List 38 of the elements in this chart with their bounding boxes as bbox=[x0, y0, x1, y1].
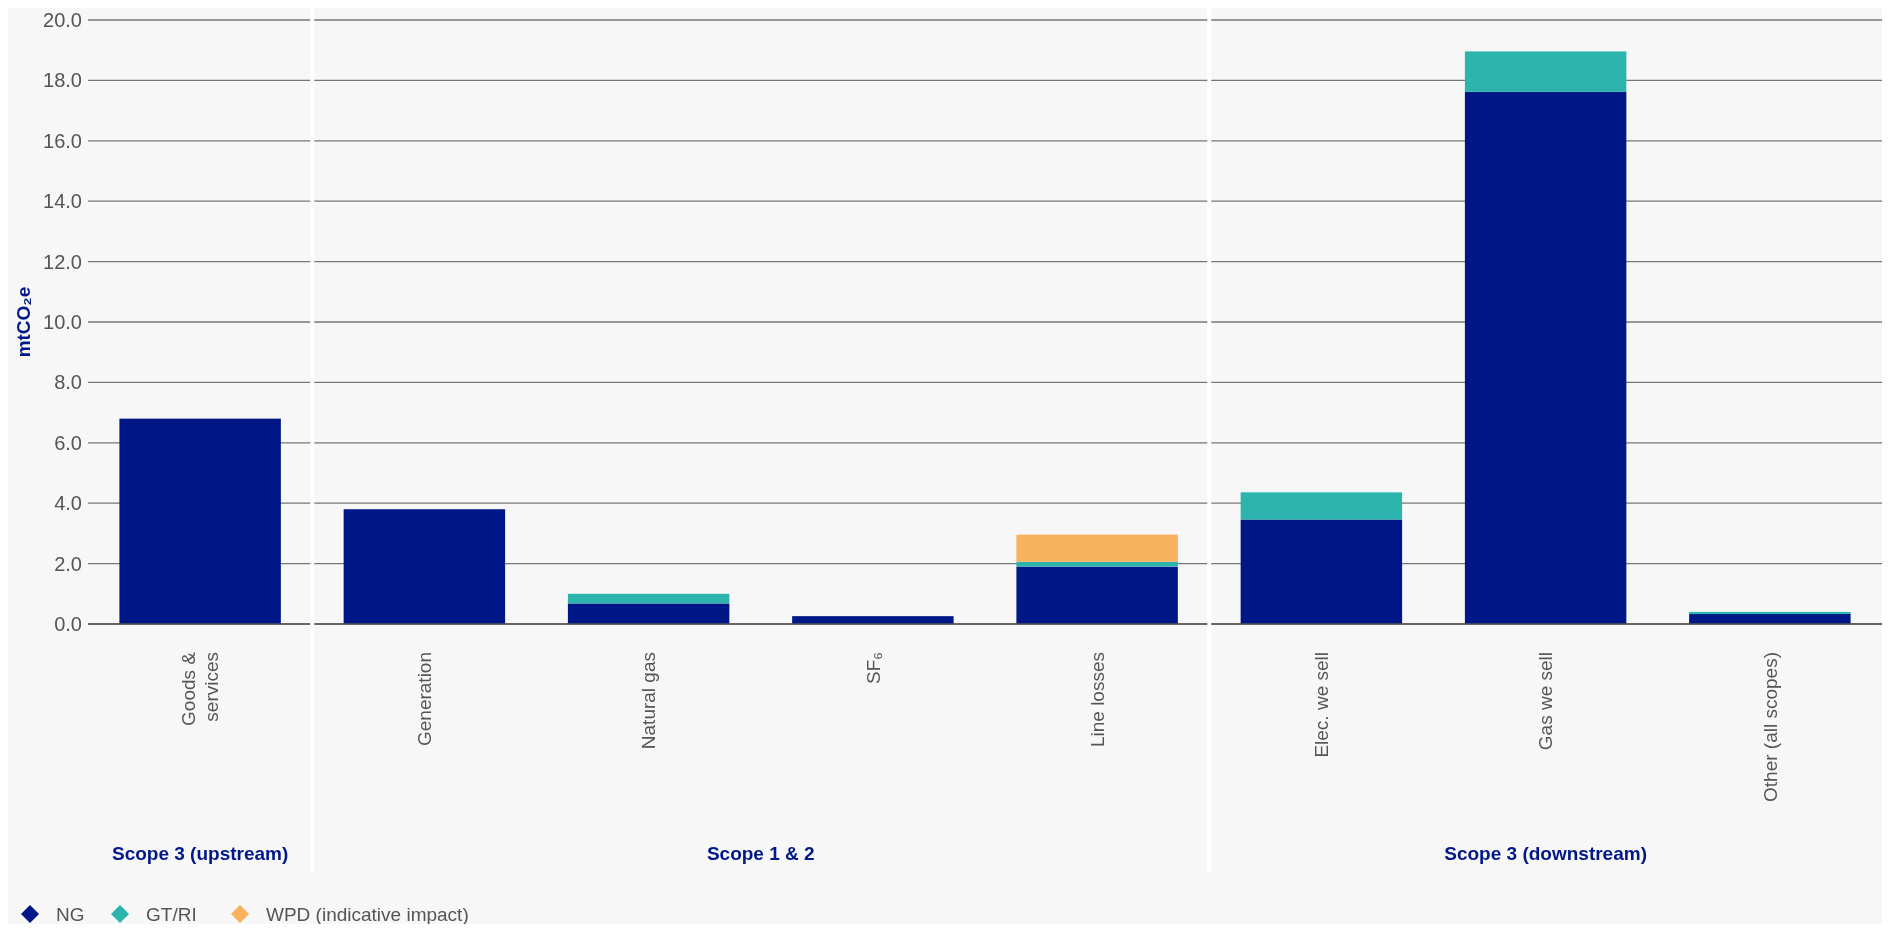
bar bbox=[567, 593, 730, 604]
x-tick-label: Natural gas bbox=[638, 652, 660, 750]
x-tick-label: Elec. we sell bbox=[1311, 652, 1333, 758]
y-tick-label: 2.0 bbox=[54, 552, 82, 575]
y-tick-label: 6.0 bbox=[54, 431, 82, 454]
bar bbox=[1016, 534, 1178, 562]
bar bbox=[1240, 519, 1403, 624]
x-tick-label: Line losses bbox=[1086, 652, 1108, 748]
x-tick-label: Goods & services bbox=[178, 651, 223, 726]
y-tick-label: 12.0 bbox=[43, 250, 82, 273]
text: Scope 3 (downstream) bbox=[1444, 843, 1647, 864]
bar bbox=[343, 509, 506, 624]
bar bbox=[1016, 561, 1178, 567]
bar bbox=[1464, 91, 1627, 624]
y-tick-label: 8.0 bbox=[54, 371, 82, 394]
x-tick-label: SF₆ bbox=[862, 652, 884, 684]
y-axis-title: mtCO₂e bbox=[13, 286, 34, 358]
bar bbox=[1016, 566, 1178, 624]
legend-label: NG bbox=[56, 904, 85, 925]
x-tick-label: Other (all scopes) bbox=[1759, 652, 1781, 802]
y-tick-label: 18.0 bbox=[43, 69, 82, 92]
legend-label: GT/RI bbox=[146, 904, 197, 925]
x-tick-label: Gas we sell bbox=[1535, 652, 1557, 751]
bar bbox=[1689, 614, 1851, 624]
y-tick-label: 0.0 bbox=[54, 613, 82, 635]
text: Scope 3 (upstream) bbox=[111, 843, 289, 864]
y-tick-label: 4.0 bbox=[54, 492, 82, 515]
y-tick-label: 16.0 bbox=[43, 129, 82, 152]
bar bbox=[119, 418, 281, 624]
bar bbox=[1240, 492, 1403, 520]
y-tick-label: 14.0 bbox=[43, 190, 82, 213]
y-tick-label: 10.0 bbox=[43, 311, 82, 333]
bar bbox=[567, 603, 730, 624]
bar bbox=[1464, 51, 1627, 92]
text: Scope 1 & 2 bbox=[706, 843, 815, 864]
y-tick-label: 20.0 bbox=[43, 9, 82, 31]
bar bbox=[1689, 611, 1851, 615]
x-tick-label: Generation bbox=[414, 652, 436, 747]
